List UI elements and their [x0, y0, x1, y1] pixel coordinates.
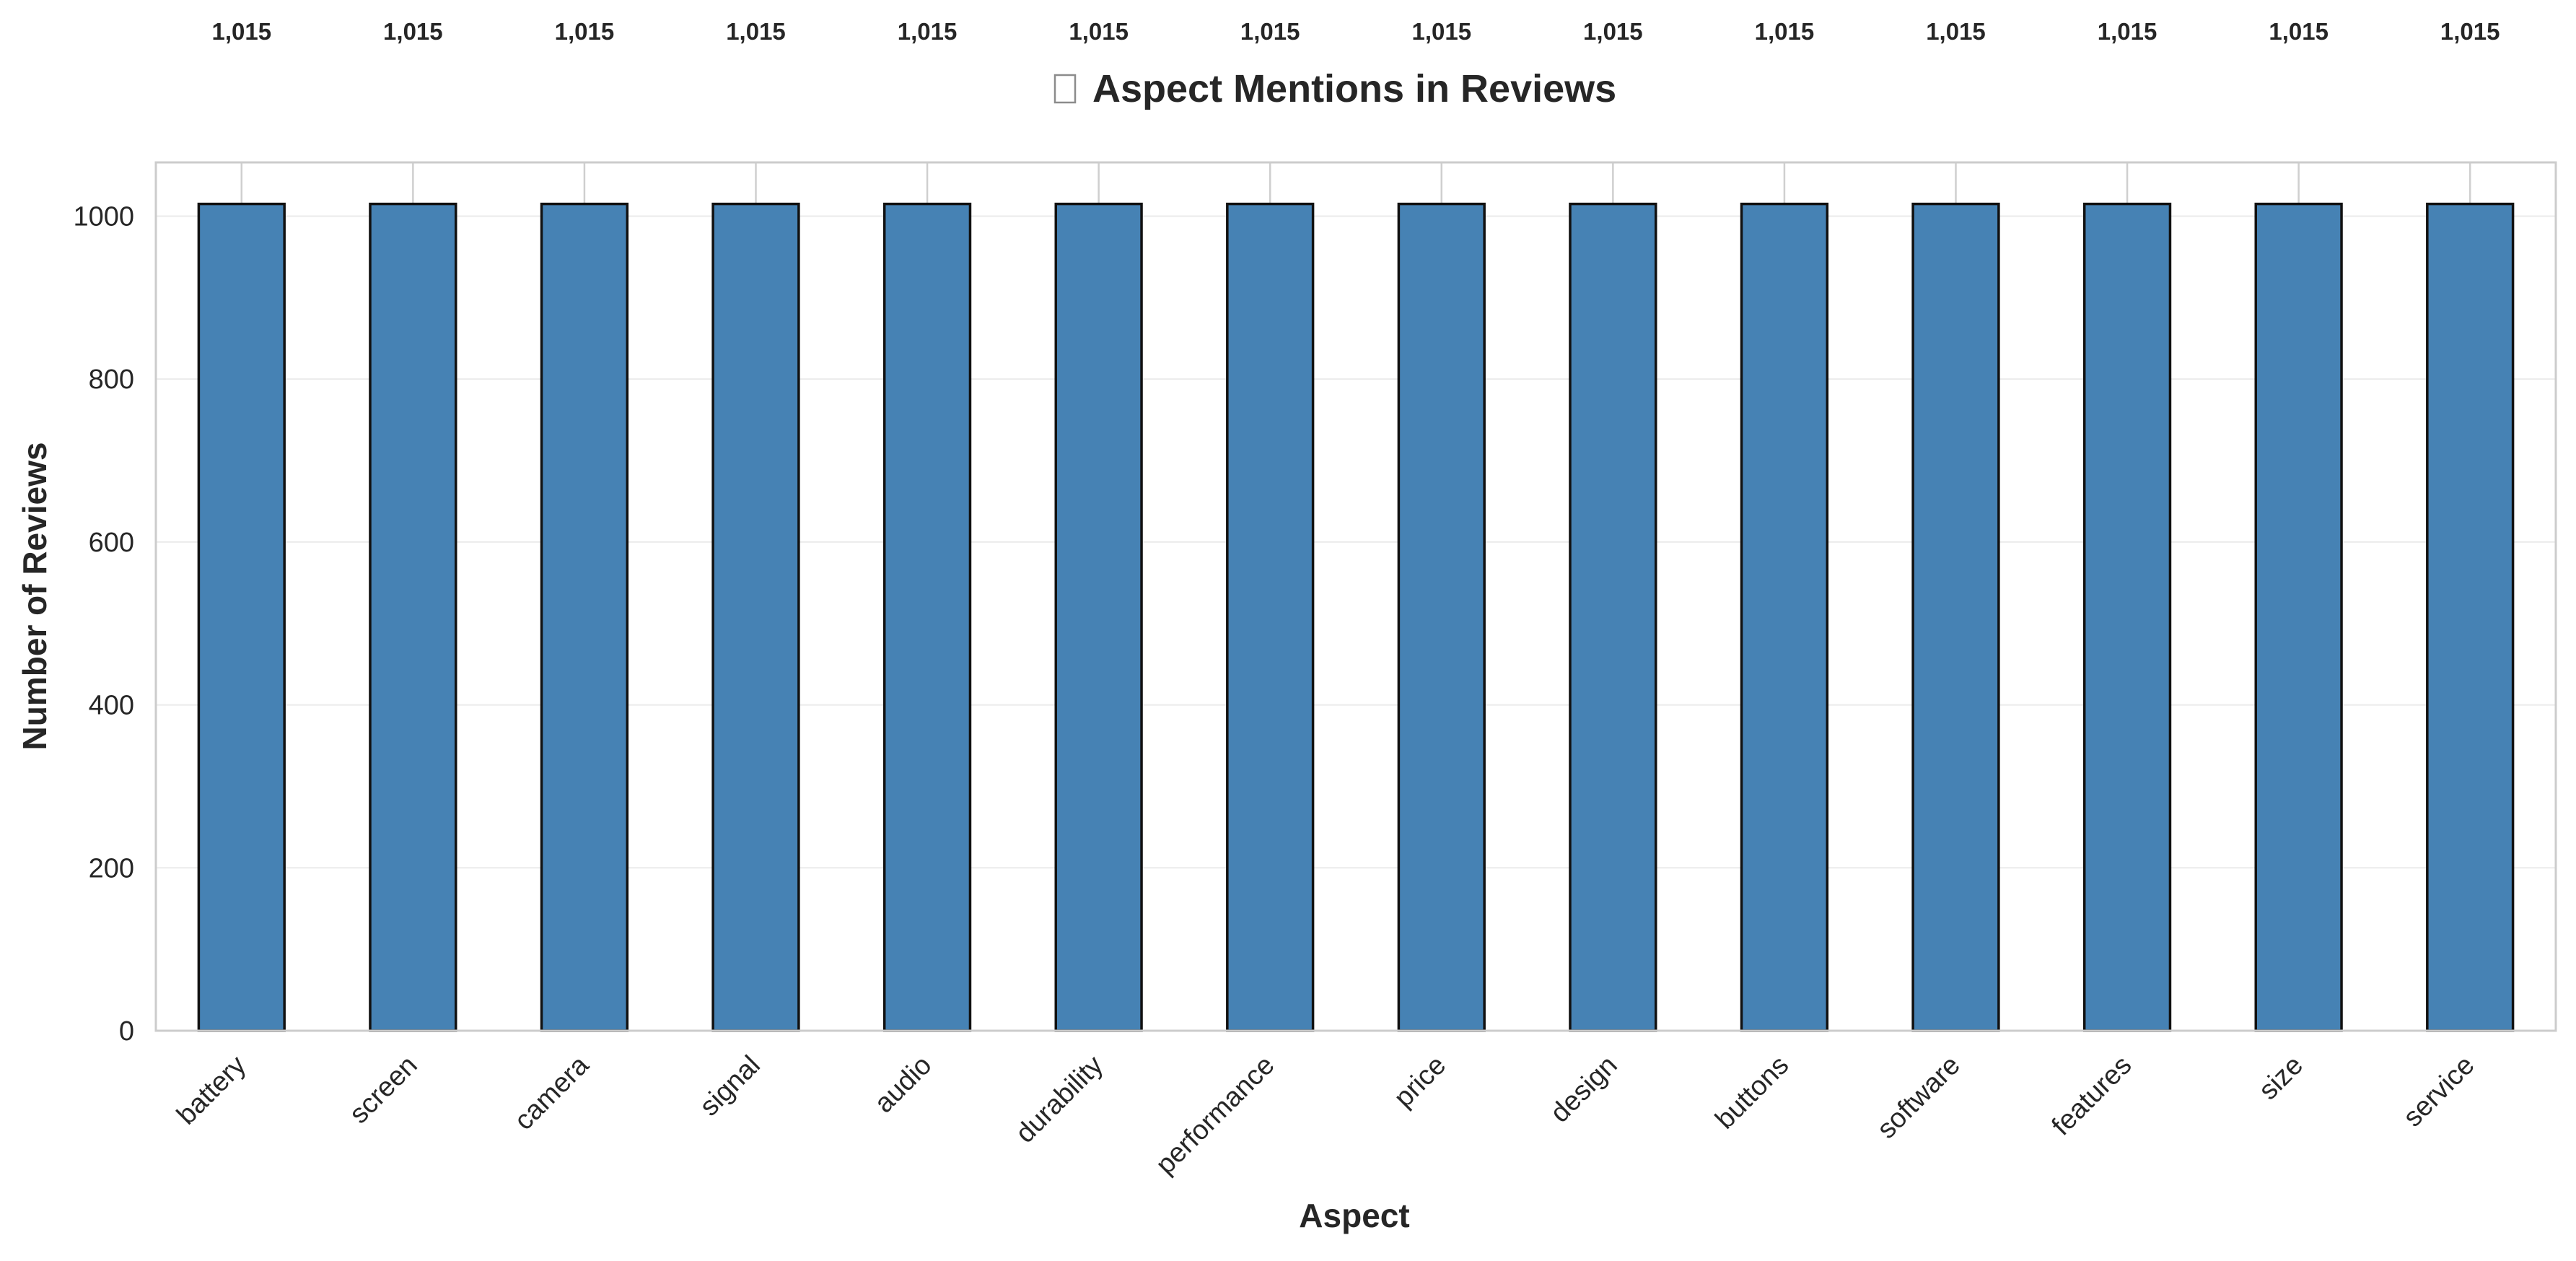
x-tick-label-price: price: [1388, 1050, 1452, 1114]
value-label-service: 1,015: [2440, 18, 2500, 45]
gridlines: [156, 162, 2556, 1031]
x-tick-label-signal: signal: [694, 1050, 766, 1122]
bar-features: [2082, 202, 2172, 1032]
x-axis-label: Aspect: [1299, 1197, 1409, 1234]
bar-size: [2254, 202, 2343, 1032]
value-label-battery: 1,015: [211, 18, 271, 45]
value-label-size: 1,015: [2269, 18, 2329, 45]
x-tick-label-features: features: [2046, 1050, 2138, 1142]
y-tick-label: 1000: [73, 201, 134, 232]
value-label-camera: 1,015: [555, 18, 615, 45]
bar-signal: [711, 202, 800, 1032]
x-tick-label-design: design: [1545, 1050, 1624, 1129]
value-label-software: 1,015: [1926, 18, 1986, 45]
value-label-screen: 1,015: [383, 18, 443, 45]
chart-title-text: Aspect Mentions in Reviews: [1092, 67, 1616, 110]
x-tick-label-durability: durability: [1010, 1050, 1109, 1149]
bar-camera: [540, 202, 629, 1032]
bar-design: [1569, 202, 1657, 1032]
y-tick-label: 800: [89, 365, 134, 395]
bar-performance: [1226, 202, 1315, 1032]
x-tick-label-screen: screen: [343, 1050, 423, 1130]
missing-glyph-icon: [1053, 74, 1077, 104]
x-tick-label-service: service: [2398, 1050, 2481, 1133]
y-tick-label: 600: [89, 528, 134, 558]
x-tick-label-buttons: buttons: [1709, 1050, 1795, 1135]
x-tick-label-camera: camera: [509, 1050, 595, 1136]
bar-service: [2426, 202, 2515, 1032]
x-tick-label-battery: battery: [171, 1050, 252, 1131]
value-label-buttons: 1,015: [1755, 18, 1815, 45]
bar-durability: [1054, 202, 1143, 1032]
value-labels: 1,015 1,015 1,015 1,015 1,015 1,015 1,015 1,015…: [211, 18, 2500, 45]
y-tick-label: 0: [119, 1016, 134, 1047]
value-label-performance: 1,015: [1240, 18, 1300, 45]
x-tick-label-performance: performance: [1150, 1050, 1281, 1181]
chart-title: Aspect Mentions in Reviews: [1053, 67, 1616, 110]
bar-screen: [369, 202, 457, 1032]
x-tick-label-size: size: [2253, 1050, 2309, 1106]
x-tick-label-software: software: [1872, 1050, 1966, 1145]
y-tick-label: 400: [89, 691, 134, 721]
value-label-price: 1,015: [1411, 18, 1471, 45]
value-label-durability: 1,015: [1069, 18, 1129, 45]
value-label-features: 1,015: [2098, 18, 2157, 45]
value-label-signal: 1,015: [726, 18, 786, 45]
bar-battery: [197, 202, 286, 1032]
value-label-audio: 1,015: [898, 18, 958, 45]
x-axis-ticks: battery screen camera signal audio durability…: [171, 1050, 2480, 1180]
y-axis-label: Number of Reviews: [16, 442, 53, 751]
y-tick-label: 200: [89, 853, 134, 883]
bar-audio: [882, 202, 972, 1032]
y-axis-ticks: 0 200 400 600 800 1000: [73, 201, 134, 1047]
plot-area-frame: [154, 161, 2557, 1032]
x-tick-label-audio: audio: [869, 1050, 937, 1119]
bar-buttons: [1740, 202, 1829, 1032]
bars: [197, 202, 2515, 1032]
bar-software: [1911, 202, 2000, 1032]
value-label-design: 1,015: [1583, 18, 1643, 45]
bar-price: [1397, 202, 1486, 1032]
